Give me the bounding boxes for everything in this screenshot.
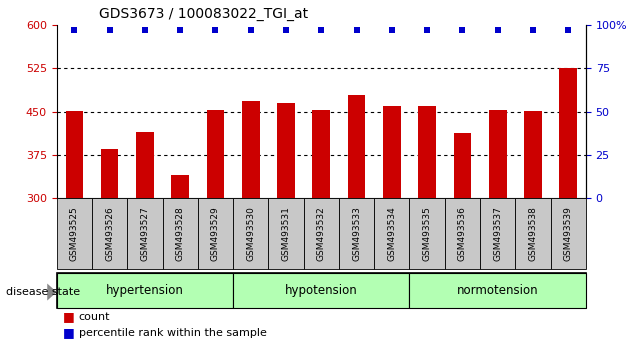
Bar xyxy=(312,110,330,198)
Point xyxy=(210,27,220,33)
Bar xyxy=(171,175,189,198)
Bar xyxy=(480,198,515,269)
Bar xyxy=(559,68,577,198)
Bar xyxy=(515,198,551,269)
Polygon shape xyxy=(47,284,57,301)
Point xyxy=(246,27,256,33)
Point xyxy=(175,27,185,33)
Bar xyxy=(339,198,374,269)
Point xyxy=(105,27,115,33)
Bar xyxy=(233,198,268,269)
Text: hypotension: hypotension xyxy=(285,284,358,297)
Bar xyxy=(136,132,154,198)
Bar xyxy=(198,198,233,269)
Bar xyxy=(242,101,260,198)
Bar xyxy=(57,198,92,269)
Point xyxy=(387,27,397,33)
Point xyxy=(422,27,432,33)
Bar xyxy=(489,110,507,198)
Bar xyxy=(277,103,295,198)
Text: percentile rank within the sample: percentile rank within the sample xyxy=(79,328,266,338)
Text: GSM493526: GSM493526 xyxy=(105,206,114,261)
Bar xyxy=(127,198,163,269)
Bar xyxy=(233,273,410,308)
Text: GSM493539: GSM493539 xyxy=(564,206,573,261)
Text: ■: ■ xyxy=(63,310,75,323)
Text: GSM493527: GSM493527 xyxy=(140,206,149,261)
Bar xyxy=(383,106,401,198)
Bar xyxy=(410,198,445,269)
Point xyxy=(69,27,79,33)
Bar xyxy=(524,111,542,198)
Text: GSM493530: GSM493530 xyxy=(246,206,255,261)
Text: GSM493538: GSM493538 xyxy=(529,206,537,261)
Bar xyxy=(445,198,480,269)
Text: GSM493525: GSM493525 xyxy=(70,206,79,261)
Text: GSM493531: GSM493531 xyxy=(282,206,290,261)
Point xyxy=(493,27,503,33)
Bar xyxy=(163,198,198,269)
Text: disease state: disease state xyxy=(6,287,81,297)
Bar xyxy=(101,149,118,198)
Bar xyxy=(454,133,471,198)
Point xyxy=(352,27,362,33)
Text: GSM493536: GSM493536 xyxy=(458,206,467,261)
Bar xyxy=(268,198,304,269)
Bar xyxy=(207,110,224,198)
Point xyxy=(281,27,291,33)
Point xyxy=(528,27,538,33)
Bar xyxy=(374,198,410,269)
Point xyxy=(457,27,467,33)
Bar xyxy=(92,198,127,269)
Text: hypertension: hypertension xyxy=(106,284,184,297)
Bar xyxy=(57,273,233,308)
Bar xyxy=(410,273,586,308)
Text: GDS3673 / 100083022_TGI_at: GDS3673 / 100083022_TGI_at xyxy=(99,7,308,21)
Text: GSM493533: GSM493533 xyxy=(352,206,361,261)
Bar xyxy=(418,106,436,198)
Text: GSM493529: GSM493529 xyxy=(211,206,220,261)
Text: GSM493534: GSM493534 xyxy=(387,206,396,261)
Text: GSM493528: GSM493528 xyxy=(176,206,185,261)
Bar xyxy=(304,198,339,269)
Bar xyxy=(551,198,586,269)
Text: GSM493532: GSM493532 xyxy=(317,206,326,261)
Text: GSM493537: GSM493537 xyxy=(493,206,502,261)
Point xyxy=(563,27,573,33)
Text: GSM493535: GSM493535 xyxy=(423,206,432,261)
Point xyxy=(316,27,326,33)
Point xyxy=(140,27,150,33)
Text: ■: ■ xyxy=(63,326,75,339)
Bar xyxy=(348,95,365,198)
Text: normotension: normotension xyxy=(457,284,539,297)
Bar xyxy=(66,111,83,198)
Text: count: count xyxy=(79,312,110,322)
